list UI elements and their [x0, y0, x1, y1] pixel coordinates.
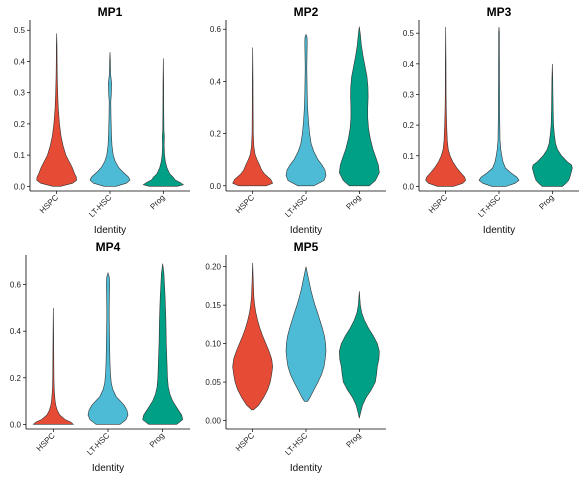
y-tick-label: 0.10: [205, 340, 221, 349]
y-tick-label: 0.2: [403, 121, 415, 130]
violin-prog: [532, 63, 573, 187]
violin-hspc: [425, 27, 467, 187]
y-tick-label: 0.00: [205, 417, 221, 426]
y-tick-label: 0.15: [205, 301, 221, 310]
panel-mp1: MP1 0.0 0.1 0.2 0.3 0.4 0.5 HSPC LT-HSC Prog Ident…: [14, 5, 190, 236]
violin-prog: [339, 26, 380, 187]
y-tick-label: 0.3: [14, 89, 26, 98]
x-tick-label: HSPC: [234, 431, 256, 453]
violin-hspc: [232, 47, 274, 187]
x-tick-label: Prog: [148, 193, 166, 211]
x-tick-label: HSPC: [35, 431, 57, 453]
y-tick-label: 0.4: [403, 60, 415, 69]
violin-lt-hsc: [285, 266, 327, 402]
x-axis-title: Identity: [483, 225, 515, 236]
x-tick-label: Prog: [148, 431, 166, 449]
panel-mp3: MP3 0.0 0.1 0.2 0.3 0.4 0.5 HSPC LT-HSC Prog Ident…: [403, 5, 579, 236]
y-tick-label: 0.2: [10, 374, 22, 383]
y-tick-label: 0.2: [210, 130, 222, 139]
y-tick-label: 0.1: [14, 151, 26, 160]
x-tick-label: Prog: [344, 193, 362, 211]
violin-lt-hsc: [478, 27, 520, 187]
y-tick-label: 0.4: [210, 77, 222, 86]
x-tick-label: Prog: [537, 193, 555, 211]
y-tick-label: 0.6: [10, 281, 22, 290]
violin-prog: [339, 291, 380, 419]
x-axis-title: Identity: [290, 463, 322, 474]
x-tick-label: LT-HSC: [85, 431, 111, 457]
panel-title: MP2: [294, 5, 319, 19]
y-tick-label: 0.4: [10, 327, 22, 336]
x-axis-title: Identity: [94, 225, 126, 236]
y-tick-label: 0.20: [205, 263, 221, 272]
violin-prog: [142, 263, 184, 425]
x-tick-label: HSPC: [234, 193, 256, 215]
x-axis-title: Identity: [92, 463, 124, 474]
panel-title: MP5: [294, 240, 319, 254]
violin-lt-hsc: [285, 33, 327, 187]
y-tick-label: 0.4: [14, 57, 26, 66]
y-tick-label: 0.3: [403, 90, 415, 99]
x-tick-label: HSPC: [38, 193, 60, 215]
x-tick-label: Prog: [344, 431, 362, 449]
panel-title: MP4: [96, 240, 121, 254]
y-tick-label: 0.0: [10, 420, 22, 429]
violin-hspc: [232, 262, 273, 411]
y-tick-label: 0.0: [403, 182, 415, 191]
violin-hspc: [32, 307, 75, 425]
violin-lt-hsc: [87, 271, 129, 425]
violin-hspc: [36, 33, 77, 187]
y-tick-label: 0.5: [14, 26, 26, 35]
y-tick-label: 0.6: [210, 25, 222, 34]
panel-mp4: MP4 0.0 0.2 0.4 0.6 HSPC LT-HSC Prog Identity: [10, 240, 190, 474]
panel-mp5: MP5 0.00 0.05 0.10 0.15 0.20 HSPC LT-HSC Prog Ide…: [205, 240, 386, 474]
y-tick-label: 0.05: [205, 378, 221, 387]
y-tick-label: 0.0: [14, 182, 26, 191]
violin-lt-hsc: [89, 52, 131, 187]
panel-title: MP1: [98, 5, 123, 19]
y-tick-label: 0.1: [403, 152, 415, 161]
y-tick-label: 0.2: [14, 120, 26, 129]
panel-mp2: MP2 0.0 0.2 0.4 0.6 HSPC LT-HSC Prog Identity: [210, 5, 386, 236]
x-axis-title: Identity: [290, 225, 322, 236]
y-tick-label: 0.5: [403, 29, 415, 38]
x-tick-label: HSPC: [427, 193, 449, 215]
x-tick-label: LT-HSC: [283, 431, 309, 457]
violin-prog: [142, 58, 185, 187]
panel-title: MP3: [487, 5, 512, 19]
y-tick-label: 0.0: [210, 182, 222, 191]
x-tick-label: LT-HSC: [476, 193, 502, 219]
x-tick-label: LT-HSC: [87, 193, 113, 219]
x-tick-label: LT-HSC: [283, 193, 309, 219]
